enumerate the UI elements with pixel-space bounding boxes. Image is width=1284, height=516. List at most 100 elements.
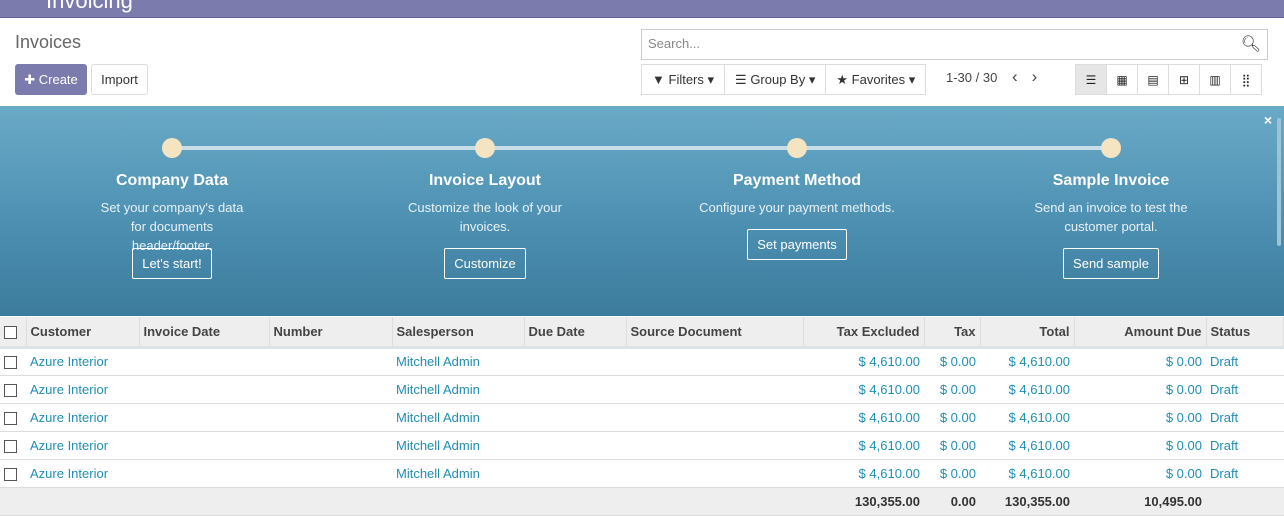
pager-value[interactable]: 1-30 / 30: [946, 70, 998, 85]
scrollbar[interactable]: [1277, 118, 1281, 246]
lets-start-button[interactable]: Let's start!: [132, 248, 212, 279]
table-row[interactable]: Azure Interior Mitchell Admin $ 4,610.00…: [0, 431, 1284, 460]
tax-excluded-cell: $ 4,610.00: [803, 347, 924, 376]
page-title: Invoices: [15, 32, 82, 52]
row-checkbox[interactable]: [4, 383, 17, 397]
total-amount-due: 10,495.00: [1074, 487, 1206, 516]
tax-cell: $ 0.00: [924, 431, 980, 460]
onboarding-banner: Company Data Set your company's data for …: [0, 106, 1284, 316]
list-view-icon[interactable]: ☰: [1075, 64, 1107, 95]
set-payments-button[interactable]: Set payments: [747, 229, 847, 260]
control-panel: Invoices ✚ Create Import Search... 🔍︎ ▼ F…: [0, 18, 1284, 106]
filter-icon: ▼: [652, 72, 665, 87]
amount-due-cell: $ 0.00: [1074, 347, 1206, 376]
col-invoice-date[interactable]: Invoice Date: [139, 317, 270, 349]
send-sample-button[interactable]: Send sample: [1063, 248, 1159, 279]
customer-cell[interactable]: Azure Interior: [26, 347, 139, 376]
step-dot: [162, 138, 182, 158]
status-cell: Draft: [1206, 403, 1284, 432]
total-cell: $ 4,610.00: [980, 403, 1074, 432]
create-button[interactable]: ✚ Create: [15, 64, 87, 95]
step-dot: [1101, 138, 1121, 158]
col-tax-excluded[interactable]: Tax Excluded: [803, 317, 925, 349]
status-cell: Draft: [1206, 347, 1284, 376]
amount-due-cell: $ 0.00: [1074, 403, 1206, 432]
grid-view-icon[interactable]: ⣿: [1230, 64, 1262, 95]
step-desc: Configure your payment methods.: [699, 200, 895, 215]
step-title: Sample Invoice: [1052, 172, 1170, 189]
close-icon[interactable]: ×: [1263, 112, 1272, 128]
previous-icon[interactable]: ‹: [1012, 67, 1032, 86]
step-sample-invoice: Sample Invoice Send an invoice to test th…: [961, 138, 1261, 279]
graph-view-icon[interactable]: ▥: [1199, 64, 1231, 95]
table-header: Customer Invoice Date Number Salesperson…: [0, 317, 1284, 349]
search-placeholder: Search...: [648, 36, 701, 51]
app-title: Invoicing: [46, 0, 133, 13]
table-row[interactable]: Azure Interior Mitchell Admin $ 4,610.00…: [0, 459, 1284, 488]
total-cell: $ 4,610.00: [980, 375, 1074, 404]
tax-excluded-cell: $ 4,610.00: [803, 403, 924, 432]
col-status[interactable]: Status: [1206, 317, 1284, 349]
salesperson-cell[interactable]: Mitchell Admin: [392, 403, 524, 432]
next-icon[interactable]: ›: [1031, 67, 1052, 86]
step-desc: Set your company's data for documents he…: [100, 200, 244, 253]
step-title: Payment Method: [732, 172, 861, 189]
row-checkbox[interactable]: [4, 411, 17, 425]
search-input[interactable]: Search... 🔍︎: [641, 29, 1268, 60]
table-row[interactable]: Azure Interior Mitchell Admin $ 4,610.00…: [0, 403, 1284, 432]
row-checkbox[interactable]: [4, 356, 17, 370]
group-by-label: Group By: [750, 72, 806, 87]
step-company-data: Company Data Set your company's data for …: [22, 138, 322, 279]
salesperson-cell[interactable]: Mitchell Admin: [392, 459, 524, 488]
row-checkbox[interactable]: [4, 467, 17, 481]
search-icon[interactable]: 🔍︎: [1240, 36, 1261, 53]
step-desc: Send an invoice to test the customer por…: [1034, 200, 1188, 234]
salesperson-cell[interactable]: Mitchell Admin: [392, 375, 524, 404]
bars-icon: ☰: [735, 71, 747, 87]
customer-cell[interactable]: Azure Interior: [26, 375, 139, 404]
status-cell: Draft: [1206, 459, 1284, 488]
col-source-document[interactable]: Source Document: [626, 317, 804, 349]
tax-cell: $ 0.00: [924, 403, 980, 432]
col-total[interactable]: Total: [980, 317, 1075, 349]
pivot-view-icon[interactable]: ⊞: [1168, 64, 1200, 95]
top-navbar: Invoicing: [0, 0, 1284, 18]
group-by-button[interactable]: ☰ Group By ▾: [724, 64, 827, 95]
plus-icon: ✚: [24, 71, 39, 87]
step-payment-method: Payment Method Configure your payment met…: [647, 138, 947, 260]
tax-cell: $ 0.00: [924, 375, 980, 404]
col-tax[interactable]: Tax: [924, 317, 981, 349]
favorites-button[interactable]: ★ Favorites ▾: [825, 64, 927, 95]
row-checkbox[interactable]: [4, 439, 17, 453]
step-dot: [475, 138, 495, 158]
import-button[interactable]: Import: [91, 64, 148, 95]
tax-excluded-cell: $ 4,610.00: [803, 375, 924, 404]
salesperson-cell[interactable]: Mitchell Admin: [392, 431, 524, 460]
calendar-view-icon[interactable]: ▤: [1137, 64, 1169, 95]
col-salesperson[interactable]: Salesperson: [392, 317, 525, 349]
filters-button[interactable]: ▼ Filters ▾: [641, 64, 726, 95]
customer-cell[interactable]: Azure Interior: [26, 431, 139, 460]
customize-button[interactable]: Customize: [444, 248, 526, 279]
tax-cell: $ 0.00: [924, 347, 980, 376]
step-dot: [787, 138, 807, 158]
table-row[interactable]: Azure Interior Mitchell Admin $ 4,610.00…: [0, 347, 1284, 376]
total-cell: $ 4,610.00: [980, 459, 1074, 488]
amount-due-cell: $ 0.00: [1074, 431, 1206, 460]
total-total: 130,355.00: [980, 487, 1074, 516]
step-title: Invoice Layout: [428, 172, 542, 189]
col-customer[interactable]: Customer: [26, 317, 140, 349]
tax-excluded-cell: $ 4,610.00: [803, 431, 924, 460]
table-row[interactable]: Azure Interior Mitchell Admin $ 4,610.00…: [0, 375, 1284, 404]
col-due-date[interactable]: Due Date: [524, 317, 627, 349]
star-icon: ★: [836, 71, 849, 87]
col-number[interactable]: Number: [269, 317, 393, 349]
salesperson-cell[interactable]: Mitchell Admin: [392, 347, 524, 376]
status-cell: Draft: [1206, 431, 1284, 460]
kanban-view-icon[interactable]: ▦: [1106, 64, 1138, 95]
select-all-checkbox[interactable]: [4, 325, 17, 339]
col-amount-due[interactable]: Amount Due: [1074, 317, 1207, 349]
customer-cell[interactable]: Azure Interior: [26, 403, 139, 432]
step-desc: Customize the look of your invoices.: [408, 200, 562, 234]
customer-cell[interactable]: Azure Interior: [26, 459, 139, 488]
